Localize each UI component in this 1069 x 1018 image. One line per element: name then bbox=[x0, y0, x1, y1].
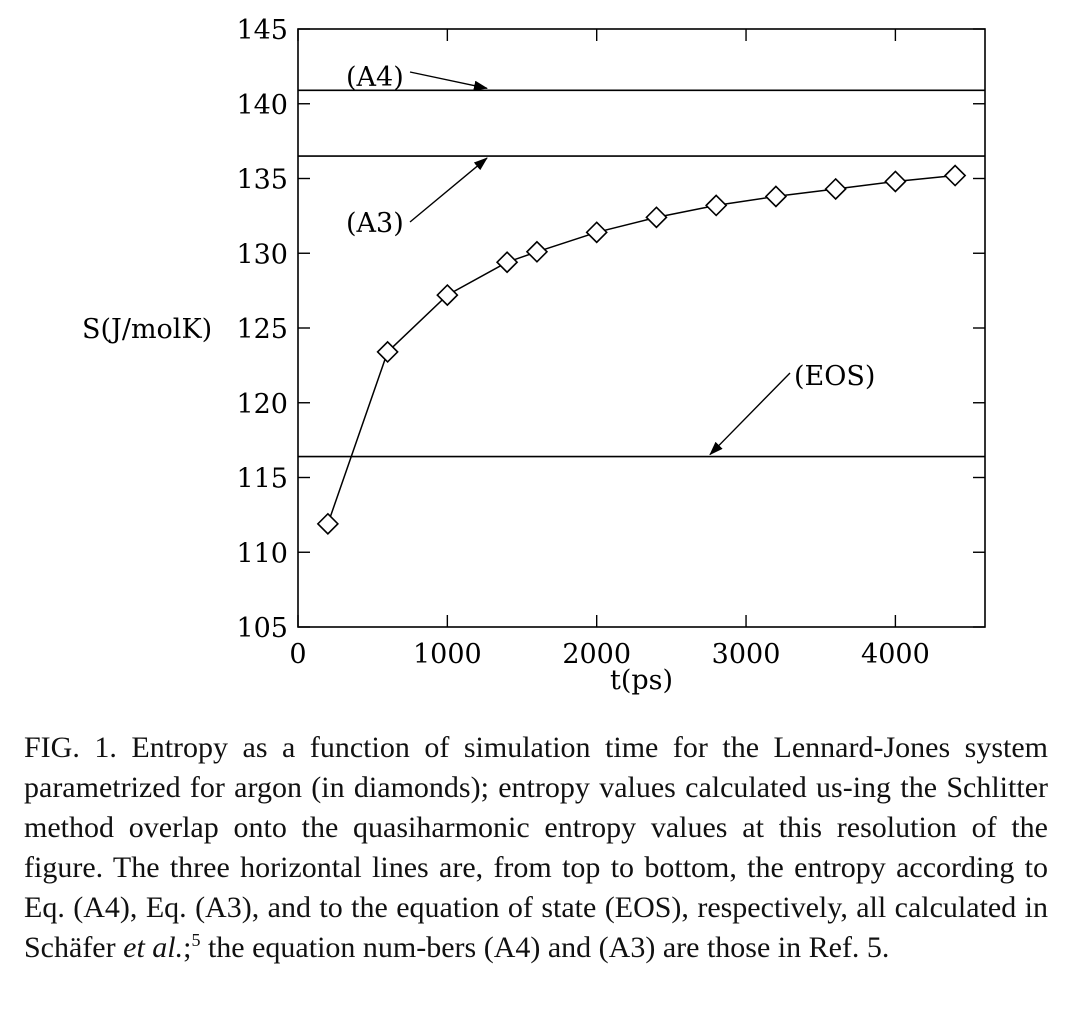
y-tick-label: 110 bbox=[236, 538, 288, 569]
data-point-diamond bbox=[525, 240, 549, 263]
data-point-diamond bbox=[705, 194, 728, 217]
data-point-diamond bbox=[585, 221, 608, 244]
data-point-diamond bbox=[943, 164, 967, 187]
data-point-diamond bbox=[376, 340, 399, 364]
data-point-diamond bbox=[884, 170, 907, 193]
y-tick-label: 105 bbox=[236, 613, 288, 644]
chart-svg: 105 110 115 120 125 130 135 140 145 0 1000 2000 3000… bbox=[82, 15, 986, 696]
caption-reference: 5 bbox=[191, 930, 201, 950]
y-tick-label: 130 bbox=[236, 239, 288, 270]
data-point-diamond bbox=[316, 512, 340, 535]
series-line bbox=[327, 174, 956, 525]
entropy-chart: 105 110 115 120 125 130 135 140 145 0 1000 2000 3000… bbox=[82, 15, 986, 696]
caption-text-1: FIG. 1. Entropy as a function of simulat… bbox=[24, 731, 1048, 964]
data-point-diamond bbox=[436, 283, 459, 307]
y-tick-label: 140 bbox=[236, 90, 288, 121]
caption-italic: et al. bbox=[123, 931, 184, 964]
annotation-arrow bbox=[409, 71, 488, 91]
reference-line-label: (A4) bbox=[346, 62, 404, 93]
plot-frame bbox=[297, 28, 986, 628]
x-tick-label: 0 bbox=[289, 639, 306, 670]
y-tick-label: 145 bbox=[236, 15, 288, 46]
caption-text-3: the equation num-bers (A4) and (A3) are … bbox=[200, 931, 890, 964]
x-tick-label: 3000 bbox=[712, 639, 781, 670]
reference-line-label: (EOS) bbox=[794, 361, 875, 392]
figure-caption: FIG. 1. Entropy as a function of simulat… bbox=[24, 728, 1048, 968]
data-point-diamond bbox=[645, 206, 668, 229]
annotation-arrow bbox=[709, 372, 791, 456]
data-point-diamond bbox=[824, 177, 847, 201]
x-tick-label: 4000 bbox=[861, 639, 930, 670]
y-tick-label: 120 bbox=[236, 389, 288, 420]
x-tick-label: 1000 bbox=[413, 639, 482, 670]
y-axis-label: S(J/molK) bbox=[82, 314, 212, 345]
caption-text-2: ; bbox=[183, 931, 192, 964]
y-tick-label: 135 bbox=[236, 165, 288, 196]
x-tick-label: 2000 bbox=[562, 639, 631, 670]
annotation-arrow bbox=[409, 157, 488, 223]
data-point-diamond bbox=[764, 185, 788, 208]
data-point-diamond bbox=[495, 251, 519, 274]
reference-line-label: (A3) bbox=[346, 208, 404, 239]
x-axis-label: t(ps) bbox=[610, 665, 673, 696]
y-tick-label: 115 bbox=[236, 464, 288, 495]
y-tick-label: 125 bbox=[236, 314, 288, 345]
